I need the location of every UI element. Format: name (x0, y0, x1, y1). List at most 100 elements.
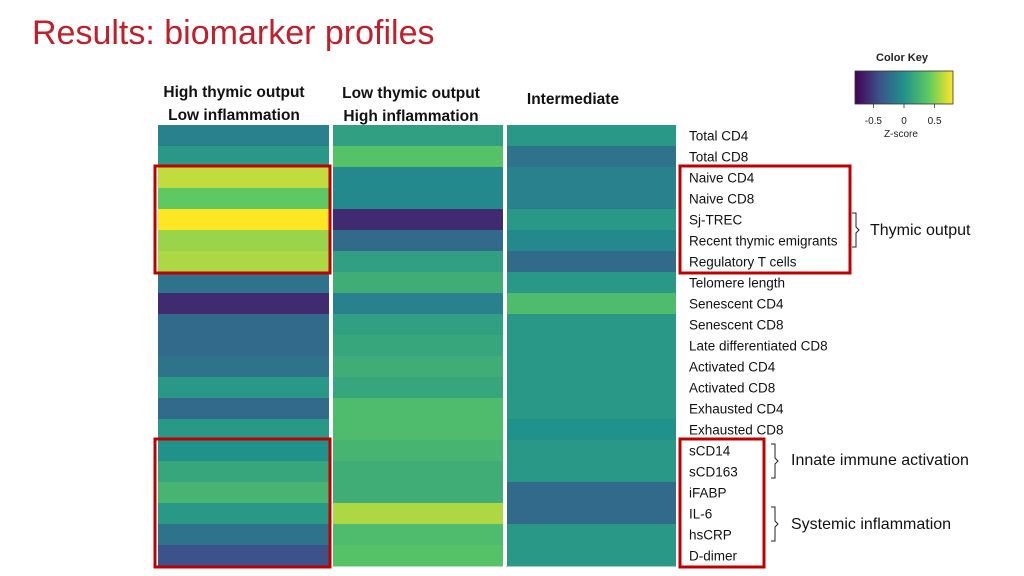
heatmap-cell (158, 125, 329, 147)
row-label: Late differentiated CD8 (689, 339, 828, 354)
row-label: D-dimer (689, 549, 738, 564)
row-label: Senescent CD8 (689, 318, 784, 333)
highlight-boxes (153, 164, 852, 569)
heatmap-cell (332, 461, 503, 483)
row-label: Total CD4 (689, 129, 749, 144)
color-key-bar (854, 70, 954, 105)
heatmap-cell (332, 545, 503, 567)
row-label: Activated CD4 (689, 360, 776, 375)
heatmap-cell (158, 524, 329, 546)
row-label: Telomere length (689, 276, 785, 291)
color-key-ticks: -0.5 0 0.5 (865, 104, 942, 127)
heatmap-cell (158, 440, 329, 462)
heatmap-row-labels: Total CD4 Total CD8 Naive CD4 Naive CD8 Sj-T… (689, 129, 838, 564)
heatmap-cell (506, 356, 676, 378)
column-header-1-line-2: Low inflammation (168, 107, 300, 124)
heatmap-cell (158, 272, 329, 294)
heatmap-cell (332, 356, 503, 378)
heatmap-cell (506, 125, 676, 147)
slide-title: Results: biomarker profiles (32, 14, 435, 52)
heatmap-cell (158, 188, 329, 210)
color-key-tick-label: -0.5 (865, 116, 883, 127)
heatmap-cell (158, 251, 329, 273)
bracket-systemic-inflammation (771, 506, 779, 542)
heatmap-cell (506, 272, 676, 294)
heatmap-cell (332, 167, 503, 189)
column-separator (330, 125, 333, 566)
heatmap-cell (506, 314, 676, 336)
row-label: Activated CD8 (689, 381, 775, 396)
highlight-box-inflammation-cells (153, 437, 332, 569)
heatmap-cell (506, 230, 676, 252)
heatmap-cell (332, 251, 503, 273)
heatmap-cell (506, 188, 676, 210)
column-separator (504, 125, 507, 566)
column-header-2: Low thymic output High inflammation (330, 82, 492, 128)
row-label: Senescent CD4 (689, 297, 784, 312)
heatmap-cell (506, 503, 676, 525)
heatmap-cell (158, 503, 329, 525)
row-label: iFABP (689, 486, 727, 501)
heatmap-cell (158, 377, 329, 399)
column-header-1-line-1: High thymic output (163, 84, 305, 101)
group-label-systemic-inflammation: Systemic inflammation (791, 516, 952, 533)
heatmap-cell (158, 482, 329, 504)
row-label: sCD14 (689, 444, 731, 459)
heatmap-cell (506, 545, 676, 567)
color-key-tick-label: 0.5 (928, 116, 942, 127)
heatmap-cell (506, 419, 676, 441)
heatmap-cell (332, 272, 503, 294)
column-header-3-line-1: Intermediate (526, 91, 620, 108)
heatmap-cells (158, 125, 676, 567)
heatmap-cell (506, 461, 676, 483)
group-brackets (771, 212, 860, 542)
heatmap-cell (506, 293, 676, 315)
heatmap-cell (332, 398, 503, 420)
heatmap-cell (158, 209, 329, 231)
heatmap-cell (332, 314, 503, 336)
heatmap-cell (506, 335, 676, 357)
heatmap-cell (506, 398, 676, 420)
group-label-thymic-output: Thymic output (870, 222, 971, 239)
row-label: hsCRP (689, 528, 732, 543)
row-label: Total CD8 (689, 150, 748, 165)
heatmap-cell (332, 440, 503, 462)
heatmap-cell (506, 251, 676, 273)
row-label: Naive CD8 (689, 192, 754, 207)
heatmap-cell (506, 146, 676, 168)
color-key-xlabel: Z-score (884, 129, 918, 140)
column-header-1: High thymic output Low inflammation (152, 81, 316, 127)
highlight-box-thymic-labels (678, 164, 852, 275)
heatmap-cell (158, 335, 329, 357)
heatmap-cell (158, 356, 329, 378)
heatmap-cell (332, 377, 503, 399)
heatmap-cell (506, 524, 676, 546)
heatmap-cell (332, 125, 503, 147)
heatmap-cell (506, 209, 676, 231)
heatmap-cell (158, 545, 329, 567)
row-label: Recent thymic emigrants (689, 234, 838, 249)
row-label: Exhausted CD4 (689, 402, 784, 417)
highlight-box-inflammation-labels (678, 437, 766, 569)
row-label: Naive CD4 (689, 171, 755, 186)
heatmap-cell (332, 209, 503, 231)
heatmap-cell (506, 440, 676, 462)
heatmap-cell (332, 146, 503, 168)
heatmap-cell (506, 377, 676, 399)
heatmap-cell (158, 230, 329, 252)
row-label: Exhausted CD8 (689, 423, 784, 438)
bracket-thymic-output (852, 212, 860, 248)
heatmap-cell (332, 524, 503, 546)
heatmap-cell (332, 482, 503, 504)
bracket-innate-immune-activation (771, 443, 779, 479)
heatmap-cell (332, 335, 503, 357)
heatmap-cell (332, 419, 503, 441)
heatmap-cell (506, 482, 676, 504)
heatmap-cell (158, 419, 329, 441)
heatmap-cell (332, 503, 503, 525)
heatmap-cell (158, 314, 329, 336)
heatmap-cell (158, 146, 329, 168)
heatmap-cell (332, 188, 503, 210)
color-key-tick-label: 0 (901, 116, 907, 127)
